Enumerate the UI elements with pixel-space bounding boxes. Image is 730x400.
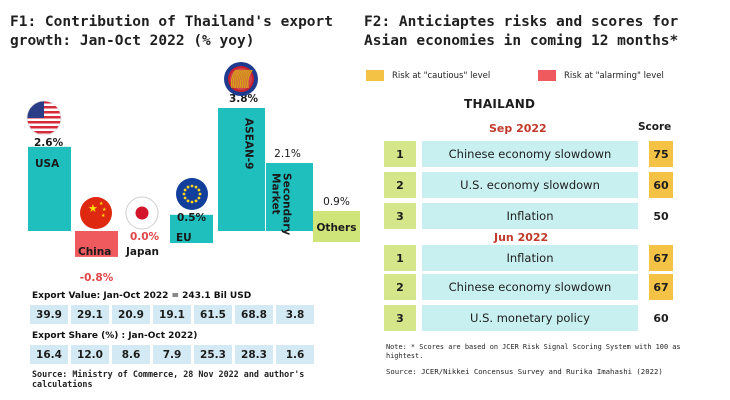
eu-flag-icon	[176, 178, 208, 210]
score-cell: 60	[653, 311, 669, 325]
bar-china	[75, 231, 118, 257]
bar-others	[313, 211, 360, 242]
f1-title: F1: Contribution of Thailand's export gr…	[10, 14, 334, 49]
export-value-cell: 3.8	[276, 305, 314, 324]
us-flag-icon	[26, 100, 62, 136]
legend-cautious-label: Risk at "cautious" level	[392, 70, 491, 81]
score-cell: 67	[649, 245, 673, 271]
bar-secondary-market	[266, 163, 313, 231]
legend-alarming-label: Risk at "alarming" level	[564, 70, 664, 81]
value-label: 2.6%	[34, 137, 64, 149]
risk-cell: Inflation	[422, 245, 638, 271]
export-share-label: Export Share (%) : Jan-Oct 2022)	[32, 331, 198, 341]
value-label: -0.8%	[80, 272, 114, 284]
bar-asean-9	[218, 108, 265, 231]
export-share-cell: 28.3	[235, 345, 273, 364]
svg-text:★: ★	[102, 207, 107, 213]
value-label: 0.9%	[323, 196, 350, 208]
category-label: China	[78, 246, 111, 258]
export-share-cell: 8.6	[112, 345, 150, 364]
japan-flag-icon	[125, 196, 159, 230]
export-value-cell: 19.1	[153, 305, 191, 324]
export-value-cell: 68.8	[235, 305, 273, 324]
category-label: USA	[35, 158, 60, 170]
score-cell: 75	[649, 141, 673, 167]
value-label: 0.0%	[130, 231, 160, 243]
risk-cell: Chinese economy slowdown	[422, 274, 638, 300]
rank-cell: 3	[384, 305, 416, 331]
legend-alarming-swatch	[538, 70, 556, 81]
category-label: Others	[317, 222, 357, 234]
country-heading: THAILAND	[464, 97, 536, 111]
category-label: SecondaryMarket	[270, 173, 293, 235]
export-value-row: 39.9 29.1 20.9 19.1 61.5 68.8 3.8	[30, 305, 314, 324]
rank-cell: 1	[384, 245, 416, 271]
category-label: EU	[176, 232, 192, 244]
rank-cell: 1	[384, 141, 416, 167]
asean-logo-icon	[224, 62, 258, 96]
export-share-row: 16.4 12.0 8.6 7.9 25.3 28.3 1.6	[30, 345, 314, 364]
risk-cell: U.S. economy slowdown	[422, 172, 638, 198]
score-header: Score	[638, 121, 672, 133]
svg-text:★: ★	[99, 201, 104, 207]
svg-text:★: ★	[101, 213, 106, 219]
category-label: Japan	[125, 246, 159, 258]
f2-source: Source: JCER/Nikkei Concensus Survey and…	[386, 367, 663, 376]
export-value-label: Export Value: Jan-Oct 2022 = 243.1 Bil U…	[32, 291, 252, 301]
bar-eu	[170, 214, 213, 243]
risk-cell: Chinese economy slowdown	[422, 141, 638, 167]
legend-cautious: Risk at "cautious" level	[366, 70, 490, 81]
value-label: 0.5%	[177, 212, 207, 224]
risk-cell: Inflation	[422, 203, 638, 229]
bar-usa	[28, 146, 71, 231]
export-share-cell: 12.0	[71, 345, 109, 364]
score-cell: 60	[649, 172, 673, 198]
period-jun-2022: Jun 2022	[494, 231, 549, 244]
score-cell: 50	[653, 209, 669, 223]
export-share-cell: 1.6	[276, 345, 314, 364]
china-flag-icon: ★ ★★★	[80, 197, 112, 229]
value-label: 3.8%	[229, 93, 259, 105]
svg-text:★: ★	[88, 202, 98, 215]
export-share-cell: 25.3	[194, 345, 232, 364]
legend-alarming: Risk at "alarming" level	[538, 70, 664, 81]
score-cell: 67	[649, 274, 673, 300]
export-value-cell: 20.9	[112, 305, 150, 324]
category-label: ASEAN-9	[243, 118, 255, 169]
export-share-cell: 7.9	[153, 345, 191, 364]
rank-cell: 2	[384, 274, 416, 300]
f2-note: Note: * Scores are based on JCER Risk Si…	[386, 343, 681, 360]
period-sep-2022: Sep 2022	[489, 122, 547, 135]
export-value-cell: 61.5	[194, 305, 232, 324]
value-label: 2.1%	[274, 148, 301, 160]
f2-title: F2: Anticiaptes risks and scores for Asi…	[364, 14, 679, 49]
export-value-cell: 39.9	[30, 305, 68, 324]
export-value-cell: 29.1	[71, 305, 109, 324]
rank-cell: 3	[384, 203, 416, 229]
f1-source: Source: Ministry of Commerce, 28 Nov 202…	[32, 369, 305, 389]
export-share-cell: 16.4	[30, 345, 68, 364]
risk-cell: U.S. monetary policy	[422, 305, 638, 331]
legend-cautious-swatch	[366, 70, 384, 81]
rank-cell: 2	[384, 172, 416, 198]
